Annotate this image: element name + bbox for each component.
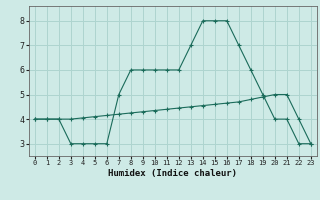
X-axis label: Humidex (Indice chaleur): Humidex (Indice chaleur)	[108, 169, 237, 178]
